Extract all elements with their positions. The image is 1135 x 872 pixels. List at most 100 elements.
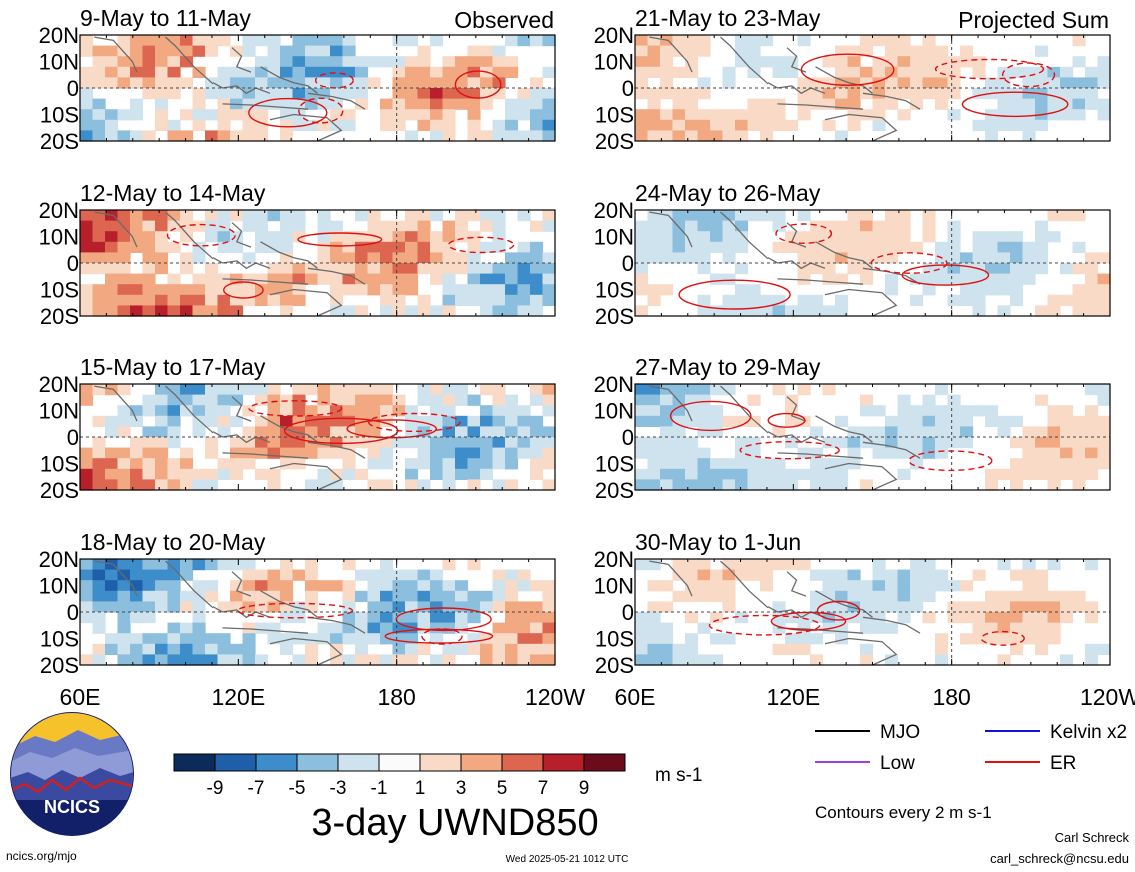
colorbar-swatch [542,753,585,772]
chart-title: 3-day UWND850 [311,802,598,844]
author-name: Carl Schreck [1055,830,1130,845]
y-tick-label: 10S [40,278,79,303]
legend: MJO Kelvin x2 Low ER [815,722,1127,774]
y-tick-label: 10N [594,225,634,250]
y-tick-label: 20S [595,653,634,678]
legend-label: Kelvin x2 [1050,722,1127,743]
panel-date-range: 12-May to 14-May [80,180,266,206]
y-tick-label: 10N [39,399,79,424]
column-label: Observed [454,7,554,33]
y-tick-label: 10S [595,627,634,652]
y-tick-label: 10N [594,50,634,75]
y-tick-label: 10S [40,627,79,652]
x-tick-label: 180 [932,684,970,710]
colorbar-swatch [214,753,257,772]
colorbar: -9 -7 -5 -3 -1 1 3 5 7 9 [173,753,626,799]
y-tick-label: 20S [40,653,79,678]
colorbar-tick-label: -9 [207,778,224,799]
y-tick-label: 0 [67,425,79,450]
contour-note: Contours every 2 m s-1 [815,803,992,822]
y-tick-label: 20N [594,547,634,572]
column-label: Projected Sum [958,7,1109,33]
ncics-logo: NCICS [10,712,134,836]
y-tick-label: 0 [622,76,634,101]
x-tick-label: 120W [1080,684,1135,710]
x-tick-label: 120W [525,684,585,710]
timestamp: Wed 2025-05-21 1012 UTC [506,854,629,865]
y-tick-label: 10N [594,574,634,599]
y-tick-label: 10S [40,103,79,128]
panel-date-range: 15-May to 17-May [80,354,266,380]
map-panel: 21-May to 23-May Projected Sum 20N10N010S2… [594,5,1111,154]
colorbar-swatch [378,753,421,772]
panel-date-range: 9-May to 11-May [80,5,251,31]
x-tick-label: 60E [60,684,101,710]
colorbar-tick-label: -5 [289,778,306,799]
colorbar-swatch [583,753,626,772]
y-tick-label: 0 [67,600,79,625]
colorbar-tick-label: -7 [248,778,265,799]
y-tick-label: 20S [595,304,634,329]
y-tick-label: 10N [39,574,79,599]
x-tick-label: 120E [766,684,820,710]
y-tick-label: 10N [594,399,634,424]
y-tick-label: 20N [39,23,79,48]
y-tick-label: 20S [595,129,634,154]
colorbar-swatch [296,753,339,772]
y-tick-label: 20S [40,304,79,329]
colorbar-swatch [419,753,462,772]
logo-text: NCICS [44,797,100,817]
y-tick-label: 0 [67,76,79,101]
y-tick-label: 20S [595,478,634,503]
colorbar-tick-label: 5 [497,778,508,799]
panel-date-range: 27-May to 29-May [635,354,821,380]
legend-label: MJO [880,722,920,743]
y-tick-label: 20N [39,198,79,223]
y-tick-label: 20N [594,372,634,397]
y-tick-label: 0 [622,251,634,276]
panel-date-range: 21-May to 23-May [635,5,821,31]
panel-date-range: 18-May to 20-May [80,529,266,555]
colorbar-swatch [501,753,544,772]
colorbar-tick-label: -3 [330,778,347,799]
panel-grid: 9-May to 11-May Observed20N10N010S20S12-M… [39,5,1111,678]
colorbar-tick-label: 7 [538,778,549,799]
y-tick-label: 10S [595,103,634,128]
y-tick-label: 10S [595,278,634,303]
site-url: ncics.org/mjo [6,849,77,863]
y-tick-label: 10S [40,452,79,477]
colorbar-tick-label: 9 [579,778,590,799]
colorbar-tick-label: 3 [456,778,467,799]
legend-label: ER [1050,753,1076,774]
y-tick-label: 20S [40,129,79,154]
legend-label: Low [880,753,915,774]
colorbar-swatch [337,753,380,772]
colorbar-tick-label: -1 [371,778,388,799]
panel-date-range: 30-May to 1-Jun [635,529,801,555]
x-tick-label: 180 [377,684,415,710]
y-tick-label: 0 [622,425,634,450]
y-tick-label: 20N [594,198,634,223]
x-tick-label: 60E [615,684,656,710]
x-axis-labels: 60E 120E 180 120W 60E 120E 180 120W [60,684,1135,710]
y-tick-label: 0 [622,600,634,625]
x-tick-label: 120E [211,684,265,710]
colorbar-swatch [255,753,298,772]
y-tick-label: 20N [39,547,79,572]
y-tick-label: 20S [40,478,79,503]
colorbar-swatch [173,753,216,772]
colorbar-units: m s-1 [655,765,703,786]
y-tick-label: 10N [39,50,79,75]
panel-date-range: 24-May to 26-May [635,180,821,206]
author-email: carl_schreck@ncsu.edu [990,851,1129,866]
colorbar-swatch [460,753,503,772]
y-tick-label: 0 [67,251,79,276]
